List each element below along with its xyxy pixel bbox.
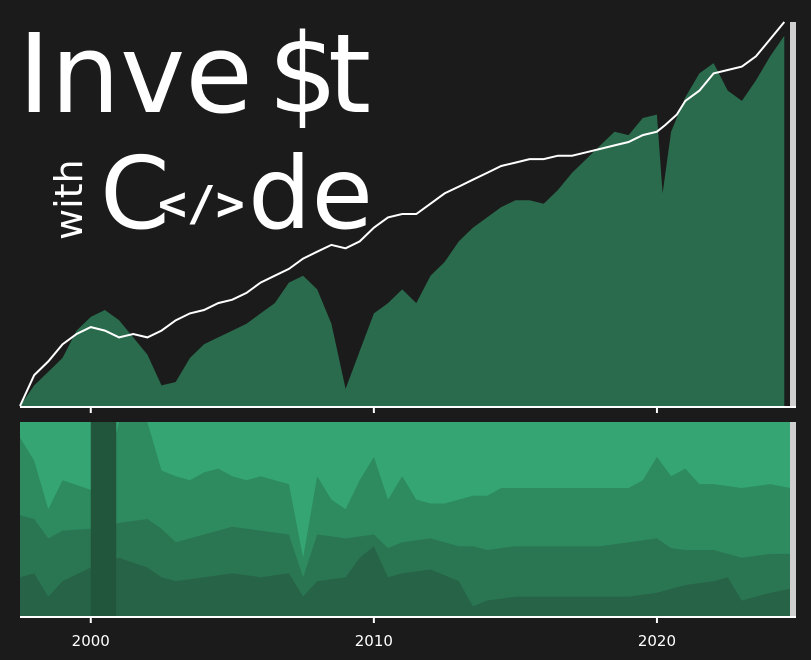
bottom-panel: [20, 422, 796, 616]
logo-line1-prefix: Inve: [18, 10, 253, 138]
top-right-edge: [790, 22, 796, 406]
x-tick-label: 2020: [638, 632, 676, 650]
logo-letter-c: C: [100, 135, 170, 252]
logo-code-icon: </>: [158, 176, 245, 232]
logo-with-text: with: [47, 159, 91, 240]
drawdown-area: [20, 35, 785, 406]
price-line: [19, 21, 786, 407]
x-axis: 2000 2010 2020: [20, 406, 796, 650]
allocation-band-4: [20, 546, 790, 616]
logo-line1-suffix: t: [328, 10, 371, 138]
top-panel: [19, 21, 796, 407]
logo-line2-suffix: de: [248, 135, 373, 252]
bottom-right-edge: [790, 422, 796, 616]
invest-with-code-logo: Inve $ t with C </> de: [18, 10, 373, 252]
x-tick-label: 2000: [72, 632, 110, 650]
allocation-stripe-1: [90, 422, 117, 616]
logo-dollar-sign: $: [268, 10, 338, 138]
x-tick-label: 2010: [355, 632, 393, 650]
